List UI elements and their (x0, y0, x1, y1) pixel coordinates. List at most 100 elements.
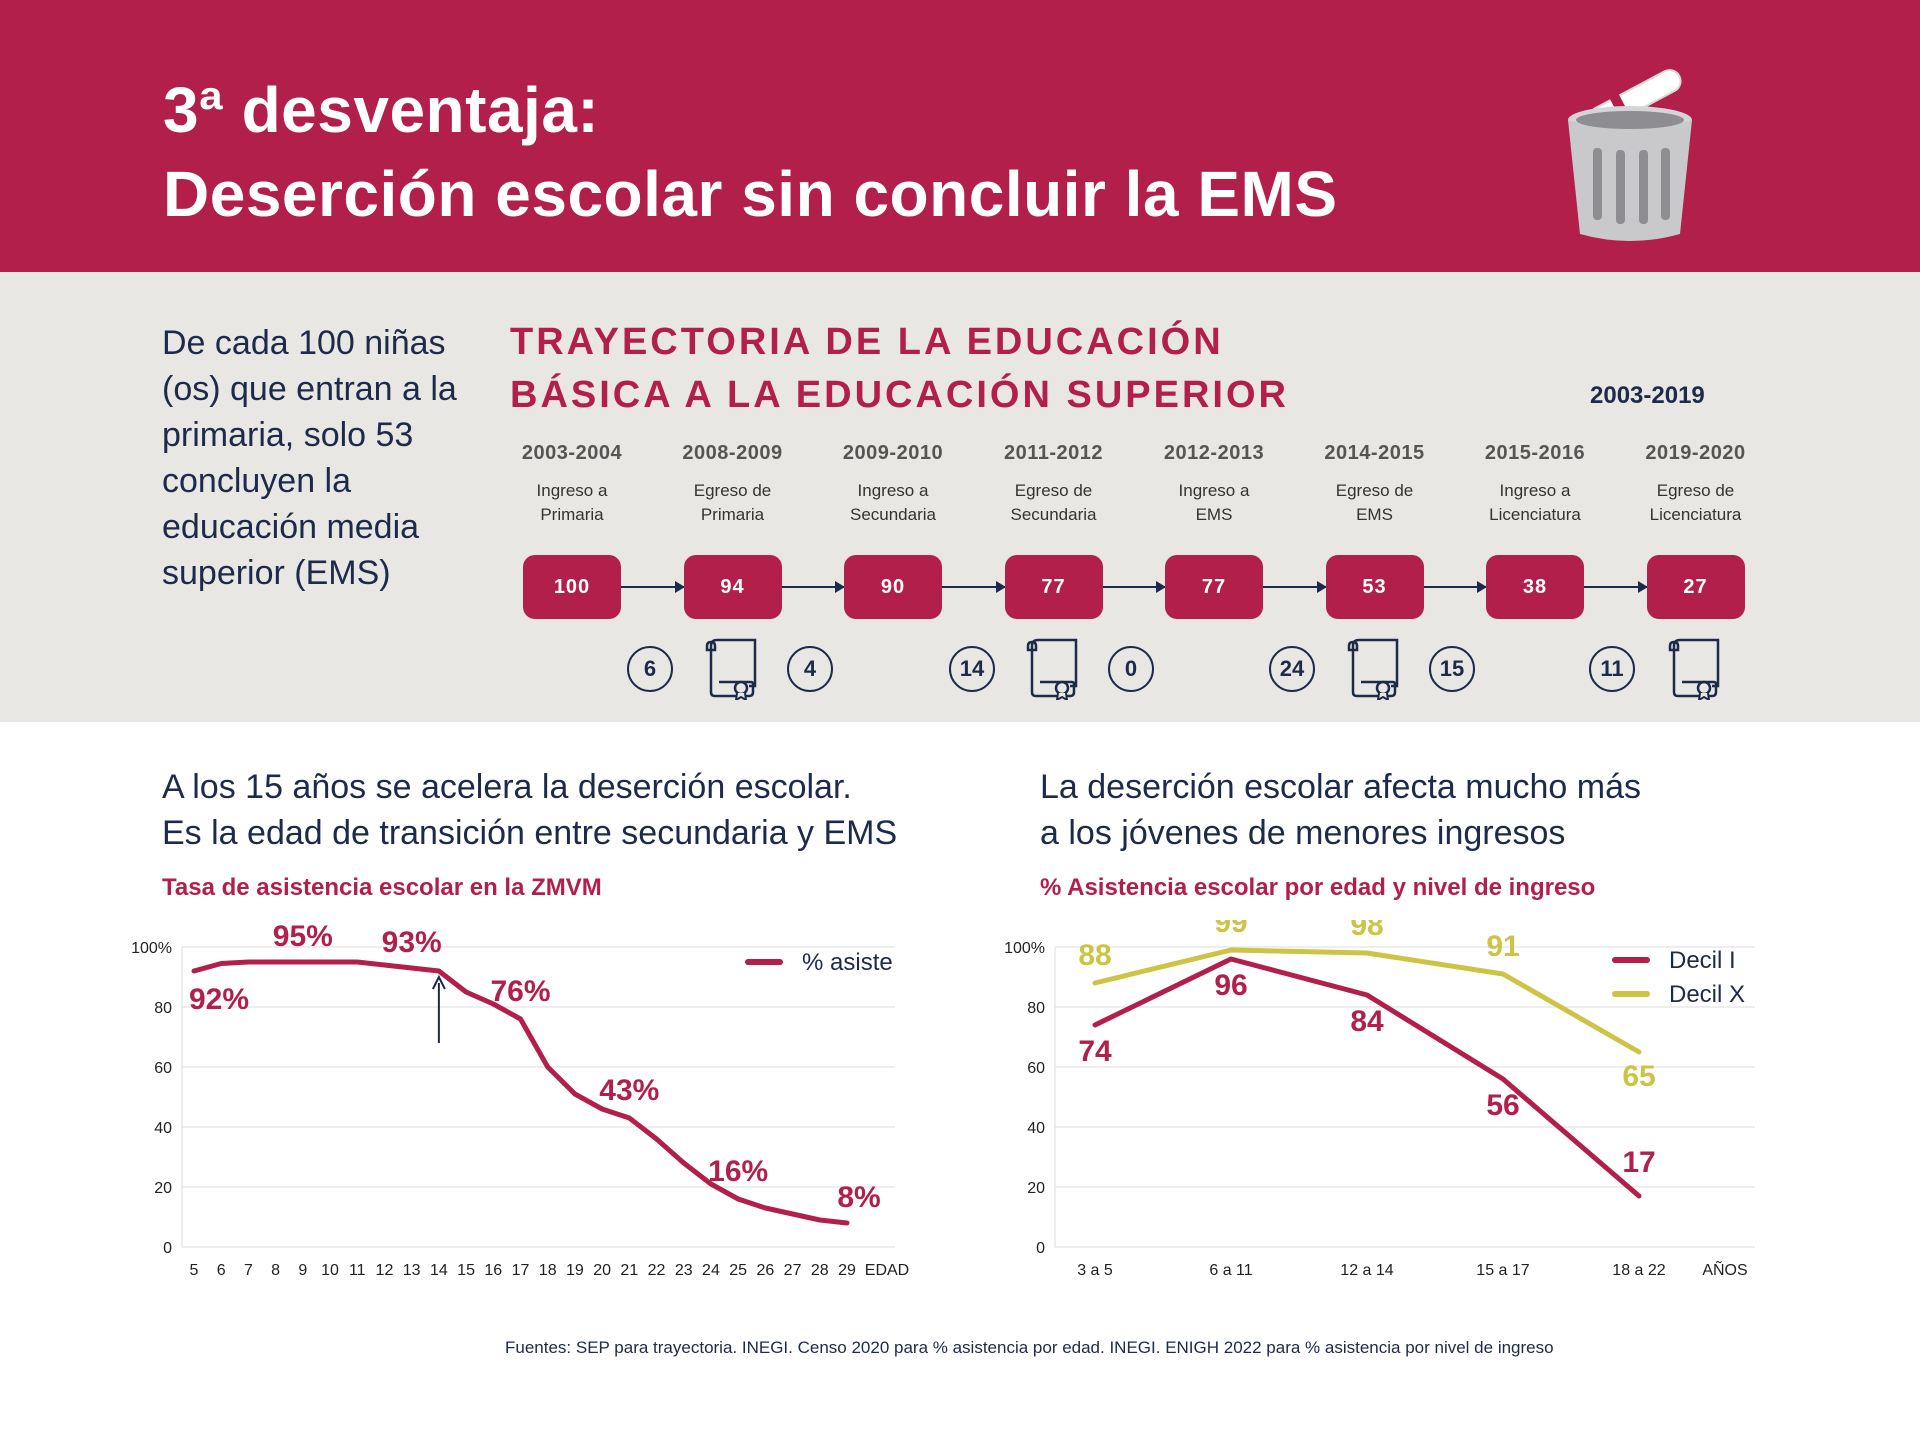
y-tick-label: 100% (131, 940, 172, 957)
x-tick-label: 18 a 22 (1612, 1262, 1665, 1279)
x-tick-label: 18 (539, 1262, 557, 1279)
stage-arrow (942, 581, 1005, 593)
stage-arrow (781, 581, 845, 593)
stage-value-box: 100 (523, 555, 621, 619)
y-tick-label: 80 (1027, 1000, 1045, 1017)
data-label: 16% (708, 1155, 768, 1188)
stage-5: 2012-2013 Ingreso a EMS (1129, 442, 1299, 527)
stage-year: 2003-2004 (521, 442, 623, 464)
x-tick-label: 11 (349, 1262, 366, 1279)
legend-label: Decil I (1669, 947, 1736, 974)
stage-label: Ingreso a Primaria (536, 481, 608, 524)
stage-year: 2019-2020 (1645, 442, 1746, 464)
x-tick-label: 14 (430, 1262, 448, 1279)
stage-year: 2009-2010 (842, 442, 944, 464)
stage-arrow (1102, 581, 1166, 593)
stage-year: 2011-2012 (1003, 442, 1104, 464)
data-label-decil-x: 99 (1214, 920, 1247, 939)
stage-6: 2014-2015 Egreso de EMS (1290, 442, 1460, 527)
stage-year: 2012-2013 (1163, 442, 1265, 464)
loss-circle: 15 (1429, 646, 1475, 692)
stage-year: 2015-2016 (1484, 442, 1586, 464)
attendance-by-income-chart: 0 20 40 60 80 100% 3 a 5 6 a 11 12 a 14 15 a 17 18… (1004, 920, 1755, 1279)
x-tick-label: 24 (702, 1262, 720, 1279)
stage-value-box: 77 (1165, 555, 1263, 619)
right-heading-line-2: a los jóvenes de menores ingresos (1040, 814, 1566, 852)
legend-label: Decil X (1669, 981, 1745, 1008)
diploma-icon (1347, 638, 1403, 702)
series-line-decil-i (1092, 956, 1642, 1199)
trajectory-title-line-2: BÁSICA A LA EDUCACIÓN SUPERIOR (510, 374, 1289, 416)
x-tick-label: 19 (566, 1262, 584, 1279)
stage-arrow (1423, 581, 1487, 593)
stage-value-box: 38 (1486, 555, 1584, 619)
x-tick-label: 12 a 14 (1340, 1262, 1393, 1279)
left-heading-line-1: A los 15 años se acelera la deserción es… (162, 768, 852, 806)
stage-value-box: 27 (1646, 555, 1745, 619)
data-label: 92% (189, 983, 249, 1016)
x-tick-label: 6 (217, 1262, 226, 1279)
stage-arrow (1584, 581, 1647, 593)
data-label: 43% (599, 1074, 659, 1107)
x-tick-label: 9 (298, 1262, 307, 1279)
loss-circle: 4 (787, 646, 833, 692)
data-label: 8% (837, 1181, 880, 1214)
diploma-icon (705, 638, 761, 702)
stage-label: Ingreso a Licenciatura (1489, 481, 1581, 524)
stage-2: 2008-2009 Egreso de Primaria (648, 442, 818, 527)
sources-note: Fuentes: SEP para trayectoria. INEGI. Ce… (505, 1338, 1554, 1357)
y-tick-label: 80 (154, 1000, 172, 1017)
stage-1: 2003-2004 Ingreso a Primaria (487, 442, 657, 527)
page-title: 3ª desventaja: Deserción escolar sin con… (163, 68, 1338, 236)
left-chart-title: Tasa de asistencia escolar en la ZMVM (162, 874, 602, 901)
attendance-by-age-chart: 0 20 40 60 80 100% 5 6 7 8 9 10 11 12 13 14 15 16 17 18 19 20… (131, 920, 909, 1279)
stage-4: 2011-2012 Egreso de Secundaria (969, 442, 1139, 527)
data-label: 95% (273, 920, 333, 953)
stage-value-box: 77 (1004, 555, 1103, 619)
data-label-decil-x: 65 (1622, 1060, 1655, 1093)
stage-label: Ingreso a Secundaria (849, 481, 936, 524)
stage-label: Egreso de Primaria (693, 481, 772, 524)
stage-label: Egreso de EMS (1335, 481, 1414, 524)
y-tick-label: 20 (154, 1180, 172, 1197)
x-tick-label: 26 (756, 1262, 774, 1279)
stage-value-box: 53 (1325, 555, 1424, 619)
y-tick-label: 60 (154, 1060, 172, 1077)
data-label-decil-x: 91 (1486, 930, 1519, 963)
y-tick-label: 40 (154, 1120, 172, 1137)
stage-year: 2008-2009 (682, 442, 783, 464)
stage-year: 2014-2015 (1324, 442, 1425, 464)
y-tick-label: 60 (1027, 1060, 1045, 1077)
loss-circle: 24 (1269, 646, 1315, 692)
stage-arrow (1263, 581, 1326, 593)
x-tick-label: 23 (675, 1262, 693, 1279)
y-tick-label: 100% (1004, 940, 1045, 957)
loss-circle: 14 (949, 646, 995, 692)
right-chart-title: % Asistencia escolar por edad y nivel de… (1040, 874, 1596, 901)
stage-value-box: 90 (844, 555, 942, 619)
data-label-decil-i: 74 (1078, 1035, 1112, 1068)
header-banner: 3ª desventaja: Deserción escolar sin con… (0, 0, 1920, 272)
stage-8: 2019-2020 Egreso de Licenciatura (1611, 442, 1781, 527)
x-tick-label: 6 a 11 (1209, 1262, 1252, 1279)
stage-value-box: 94 (683, 555, 782, 619)
series-line-decil-x (1092, 947, 1642, 1055)
x-tick-label: 10 (321, 1262, 339, 1279)
x-tick-label: 15 (457, 1262, 475, 1279)
trajectory-period: 2003-2019 (1590, 382, 1705, 409)
right-heading-line-1: La deserción escolar afecta mucho más (1040, 768, 1641, 806)
data-label-decil-i: 84 (1350, 1005, 1384, 1038)
data-label-decil-i: 56 (1486, 1089, 1519, 1122)
x-tick-label: 20 (593, 1262, 611, 1279)
x-tick-label: 16 (484, 1262, 502, 1279)
diploma-icon (1026, 638, 1082, 702)
loss-circle: 0 (1108, 646, 1154, 692)
x-tick-label: 5 (190, 1262, 199, 1279)
x-tick-label: 17 (512, 1262, 530, 1279)
diploma-icon (1668, 638, 1724, 702)
trajectory-title-line-1: TRAYECTORIA DE LA EDUCACIÓN (510, 321, 1224, 363)
x-tick-label: 21 (620, 1262, 638, 1279)
x-axis-label: EDAD (865, 1262, 909, 1279)
x-tick-label: 8 (271, 1262, 280, 1279)
x-tick-label: 28 (811, 1262, 829, 1279)
